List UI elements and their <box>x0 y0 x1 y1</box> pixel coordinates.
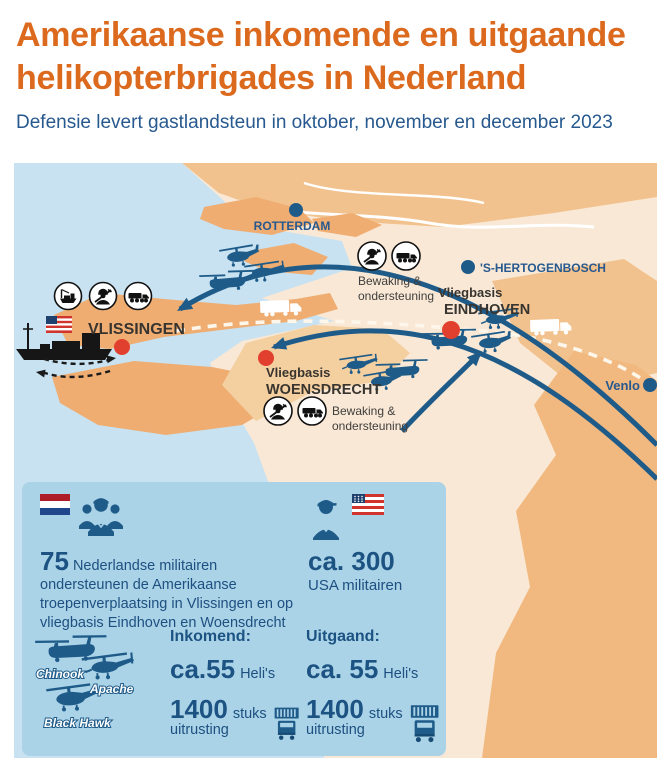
incoming-heli-count: ca.55 <box>170 654 236 684</box>
label-hertogenbosch: 'S-HERTOGENBOSCH <box>480 261 606 275</box>
dot-rotterdam <box>289 203 303 217</box>
dutch-flag-icon <box>40 494 70 515</box>
incoming-heli-unit: Heli's <box>240 666 276 682</box>
dutch-text: Nederlandse militairen ondersteunen de A… <box>40 558 294 632</box>
label-eindhoven-base: Vliegbasis <box>438 285 502 300</box>
island-goeree <box>312 213 382 237</box>
label-apache: Apache <box>89 682 134 696</box>
land-west-brabant <box>222 325 410 421</box>
cargo-ship <box>16 323 112 360</box>
usa-flag-icon <box>352 494 384 515</box>
outgoing-heli-unit: Heli's <box>383 666 419 682</box>
label-chinook: Chinook <box>36 667 85 681</box>
outgoing-equip-unit2: uitrusting <box>306 722 365 738</box>
outgoing-title: Uitgaand: <box>306 628 380 645</box>
support-icons-woensdrecht <box>263 396 327 426</box>
incoming-equip-count: 1400 <box>170 694 228 724</box>
title-line2: helikopterbrigades in Nederland <box>16 58 527 97</box>
legend-panel: 75 Nederlandse militairen ondersteunen d… <box>22 482 446 756</box>
label-support-woensdrecht-2: ondersteuning <box>332 419 408 433</box>
incoming-equip-unit1: stuks <box>232 706 267 722</box>
incoming-title: Inkomend: <box>170 628 251 645</box>
title-line1: Amerikaanse inkomende en uitgaande <box>16 16 626 54</box>
legend-dutch-block: 75 Nederlandse militairen ondersteunen d… <box>40 494 306 634</box>
land-northeast <box>492 259 657 391</box>
dot-eindhoven <box>442 321 460 339</box>
helicopter-types-svg: Chinook Apache Black Hawk <box>33 633 137 731</box>
soldiers-group-icon <box>79 498 123 536</box>
usa-count: ca. 300 <box>308 546 395 576</box>
usa-soldier-icon <box>313 500 339 540</box>
incoming-equip-unit2: uitrusting <box>170 722 229 738</box>
usa-label: USA militairen <box>308 577 403 594</box>
label-support-woensdrecht-1: Bewaking & <box>332 404 395 418</box>
dot-vlissingen <box>114 339 130 355</box>
outgoing-equip-unit1: stuks <box>368 706 403 722</box>
harbour-arrows <box>39 357 113 379</box>
support-icons-eindhoven <box>357 241 421 271</box>
dot-venlo <box>643 378 657 392</box>
dutch-count: 75 <box>40 546 69 576</box>
label-support-eindhoven-1: Bewaking & <box>358 274 421 288</box>
label-support-eindhoven-2: ondersteuning <box>358 289 434 303</box>
header: Amerikaanse inkomende en uitgaande helik… <box>16 14 661 134</box>
container-truck-icon <box>410 705 439 743</box>
label-woensdrecht: WOENSDRECHT <box>266 382 381 398</box>
page-title: Amerikaanse inkomende en uitgaande helik… <box>16 14 661 100</box>
outgoing-heli-count: ca. 55 <box>306 654 379 684</box>
dot-woensdrecht <box>258 350 274 366</box>
arrow-outbound-dashed <box>39 369 111 379</box>
arrow-inbound-dashed <box>43 357 113 366</box>
island-schouwen <box>200 197 314 235</box>
outgoing-equip-count: 1400 <box>306 694 364 724</box>
us-flag <box>46 316 72 333</box>
dot-hertogenbosch <box>461 260 475 274</box>
land-limburg <box>482 351 657 758</box>
support-icons-vlissingen <box>53 281 153 311</box>
container-truck-icon <box>274 707 299 740</box>
label-vlissingen: VLISSINGEN <box>88 321 185 338</box>
dutch-support-text: 75 Nederlandse militairen ondersteunen d… <box>40 548 306 634</box>
page-subtitle: Defensie levert gastlandsteun in oktober… <box>16 111 613 133</box>
legend-usa-block: ca. 300 USA militairen <box>308 494 438 594</box>
label-black-hawk: Black Hawk <box>44 716 112 730</box>
map-svg: ROTTERDAM 'S-HERTOGENBOSCH Venlo VLISSIN… <box>14 163 657 758</box>
map: ROTTERDAM 'S-HERTOGENBOSCH Venlo VLISSIN… <box>14 163 657 758</box>
label-woensdrecht-base: Vliegbasis <box>266 365 330 380</box>
legend-incoming: Inkomend: ca.55 Heli's 1400 stuks uitrus… <box>170 628 300 752</box>
legend-outgoing: Uitgaand: ca. 55 Heli's 1400 stuks uitru… <box>306 628 440 752</box>
label-venlo: Venlo <box>605 378 640 393</box>
river <box>303 181 485 205</box>
label-rotterdam: ROTTERDAM <box>254 219 331 233</box>
legend-helicopter-types: Chinook Apache Black Hawk <box>28 630 170 750</box>
label-eindhoven: EINDHOVEN <box>444 302 530 318</box>
